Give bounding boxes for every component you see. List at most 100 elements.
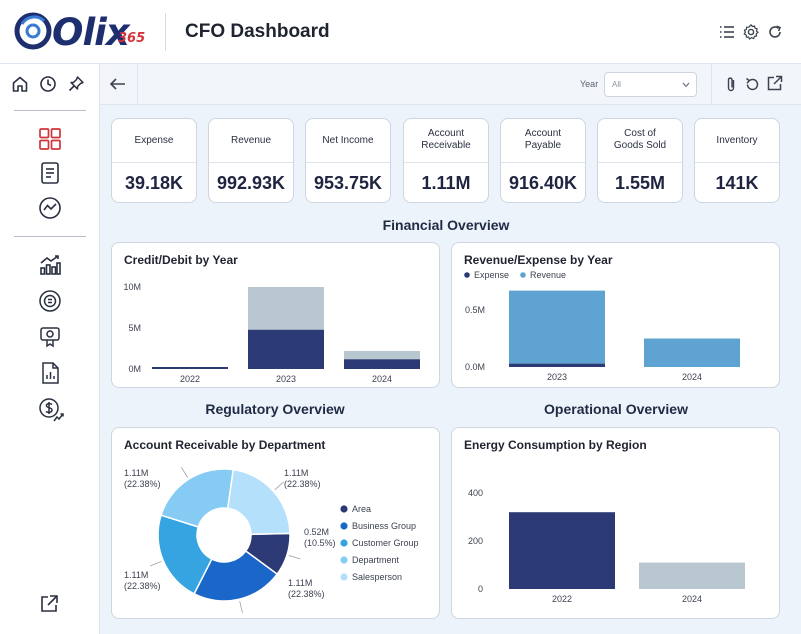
slice-value-label: 1.11M xyxy=(284,468,308,478)
list-icon[interactable] xyxy=(718,23,736,41)
pin-icon[interactable] xyxy=(67,75,85,93)
legend-label: Business Group xyxy=(352,521,416,531)
legend-label: Salesperson xyxy=(352,572,402,582)
kpi-divider xyxy=(209,162,293,163)
external-link-icon[interactable] xyxy=(39,594,59,614)
credit-debit-chart: 0M 5M 10M 2022 2023 2024 xyxy=(123,282,420,384)
bar-growth-icon[interactable] xyxy=(38,253,62,277)
bar-expense-2023 xyxy=(509,363,605,367)
section-title-financial: Financial Overview xyxy=(382,217,510,233)
kpi-card-revenue[interactable]: Revenue 992.93K xyxy=(208,118,294,203)
app-header: Olix 365 CFO Dashboard xyxy=(0,0,801,64)
slice-value-label: 1.11M xyxy=(124,468,148,478)
leader-line xyxy=(288,555,301,560)
chart-card-revenue-expense[interactable]: Revenue/Expense by Year Expense Revenue 0.… xyxy=(451,242,780,388)
section-title-regulatory: Regulatory Overview xyxy=(205,401,345,417)
revenue-expense-chart: Expense Revenue 0.0M 0.5M 2023 2024 xyxy=(464,270,740,382)
kpi-value: 39.18K xyxy=(124,173,184,193)
report-icon[interactable] xyxy=(38,161,62,185)
reset-icon[interactable] xyxy=(744,76,761,93)
chart-card-energy[interactable]: Energy Consumption by Region 0 200 400 2022… xyxy=(451,427,780,619)
bar-credit-2023 xyxy=(248,287,324,330)
leader-line xyxy=(274,481,285,491)
logo-ring-icon xyxy=(14,12,52,50)
refresh-icon[interactable] xyxy=(766,23,784,41)
kpi-divider xyxy=(404,162,488,163)
kpi-card-inventory[interactable]: Inventory 141K xyxy=(694,118,780,203)
header-divider xyxy=(165,13,166,51)
legend-marker xyxy=(340,556,348,564)
legend-label: Area xyxy=(352,504,371,514)
slice-value-label: 0.52M xyxy=(304,527,329,537)
gear-icon[interactable] xyxy=(742,23,760,41)
chart-title: Credit/Debit by Year xyxy=(124,253,238,267)
x-tick-label: 2022 xyxy=(180,374,200,384)
bar-energy-2022 xyxy=(509,512,615,589)
history-icon[interactable] xyxy=(39,75,57,93)
legend-label-expense: Expense xyxy=(474,270,509,280)
kpi-card-net-income[interactable]: Net Income 953.75K xyxy=(305,118,391,203)
sidebar-divider xyxy=(14,110,86,111)
chart-title: Revenue/Expense by Year xyxy=(464,253,613,267)
kpi-card-expense[interactable]: Expense 39.18K xyxy=(111,118,197,203)
year-select[interactable]: All xyxy=(604,72,697,97)
kpi-card-account-receivable[interactable]: Account Receivable 1.11M xyxy=(403,118,489,203)
money-growth-icon[interactable] xyxy=(38,397,64,423)
slice-percent-label: (22.38%) xyxy=(288,589,325,599)
certificate-icon[interactable] xyxy=(38,325,62,349)
y-tick-label: 400 xyxy=(468,488,483,498)
legend-marker-expense xyxy=(464,272,470,278)
year-select-value: All xyxy=(612,80,621,89)
sidebar xyxy=(0,64,100,634)
olix-logo[interactable]: Olix 365 xyxy=(14,10,154,54)
kpi-card-cogs[interactable]: Cost of Goods Sold 1.55M xyxy=(597,118,683,203)
slice-percent-label: (22.38%) xyxy=(124,479,161,489)
document-chart-icon[interactable] xyxy=(38,361,62,385)
slice-percent-label: (22.38%) xyxy=(124,581,161,591)
x-tick-label: 2024 xyxy=(682,594,702,604)
legend-label: Department xyxy=(352,555,400,565)
legend-marker xyxy=(340,539,348,547)
kpi-value: 953.75K xyxy=(313,173,383,193)
x-tick-label: 2024 xyxy=(372,374,392,384)
dashboard-grid-icon[interactable] xyxy=(38,127,62,151)
chart-title: Account Receivable by Department xyxy=(124,438,326,452)
toolbar: Year All xyxy=(100,64,801,105)
legend-label: Customer Group xyxy=(352,538,419,548)
slice-value-label: 1.11M xyxy=(288,578,312,588)
kpi-value: 916.40K xyxy=(508,173,578,193)
slice-value-label: 1.11M xyxy=(124,570,148,580)
kpi-card-account-payable[interactable]: Account Payable 916.40K xyxy=(500,118,586,203)
slice-percent-label: (10.5%) xyxy=(304,538,336,548)
back-arrow-icon[interactable] xyxy=(109,76,127,92)
x-tick-label: 2023 xyxy=(547,372,567,382)
kpi-label: Expense xyxy=(134,135,174,146)
y-tick-label: 200 xyxy=(468,536,483,546)
leader-line xyxy=(150,560,162,567)
open-external-icon[interactable] xyxy=(766,75,783,92)
y-tick-label: 0 xyxy=(478,584,483,594)
kpi-divider xyxy=(598,162,682,163)
attachment-icon[interactable] xyxy=(724,76,738,93)
bar-revenue-2023 xyxy=(509,290,605,364)
coin-cycle-icon[interactable] xyxy=(38,289,62,313)
pie-slice-business-group xyxy=(193,549,279,602)
y-tick-label: 0M xyxy=(128,364,141,374)
section-title-operational: Operational Overview xyxy=(544,401,688,417)
home-icon[interactable] xyxy=(11,75,29,93)
kpi-label: Revenue xyxy=(230,135,272,146)
kpi-value: 1.11M xyxy=(421,173,471,193)
bar-debit-2024 xyxy=(344,359,420,369)
trend-icon[interactable] xyxy=(38,196,62,220)
bar-debit-2023 xyxy=(248,329,324,369)
kpi-divider xyxy=(112,162,196,163)
chart-card-ar-department[interactable]: Account Receivable by Department 0.52M (1… xyxy=(111,427,440,619)
chart-card-credit-debit[interactable]: Credit/Debit by Year 0M 5M 10M 2022 2023 2024 xyxy=(111,242,440,388)
pie-slice-customer-group xyxy=(157,514,213,595)
page-title: CFO Dashboard xyxy=(185,21,330,42)
kpi-label: Net Income xyxy=(322,135,374,146)
leader-line xyxy=(239,601,243,613)
bar-revenue-2024 xyxy=(644,338,740,367)
toolbar-divider-2 xyxy=(711,64,712,105)
chevron-down-icon xyxy=(682,82,690,88)
